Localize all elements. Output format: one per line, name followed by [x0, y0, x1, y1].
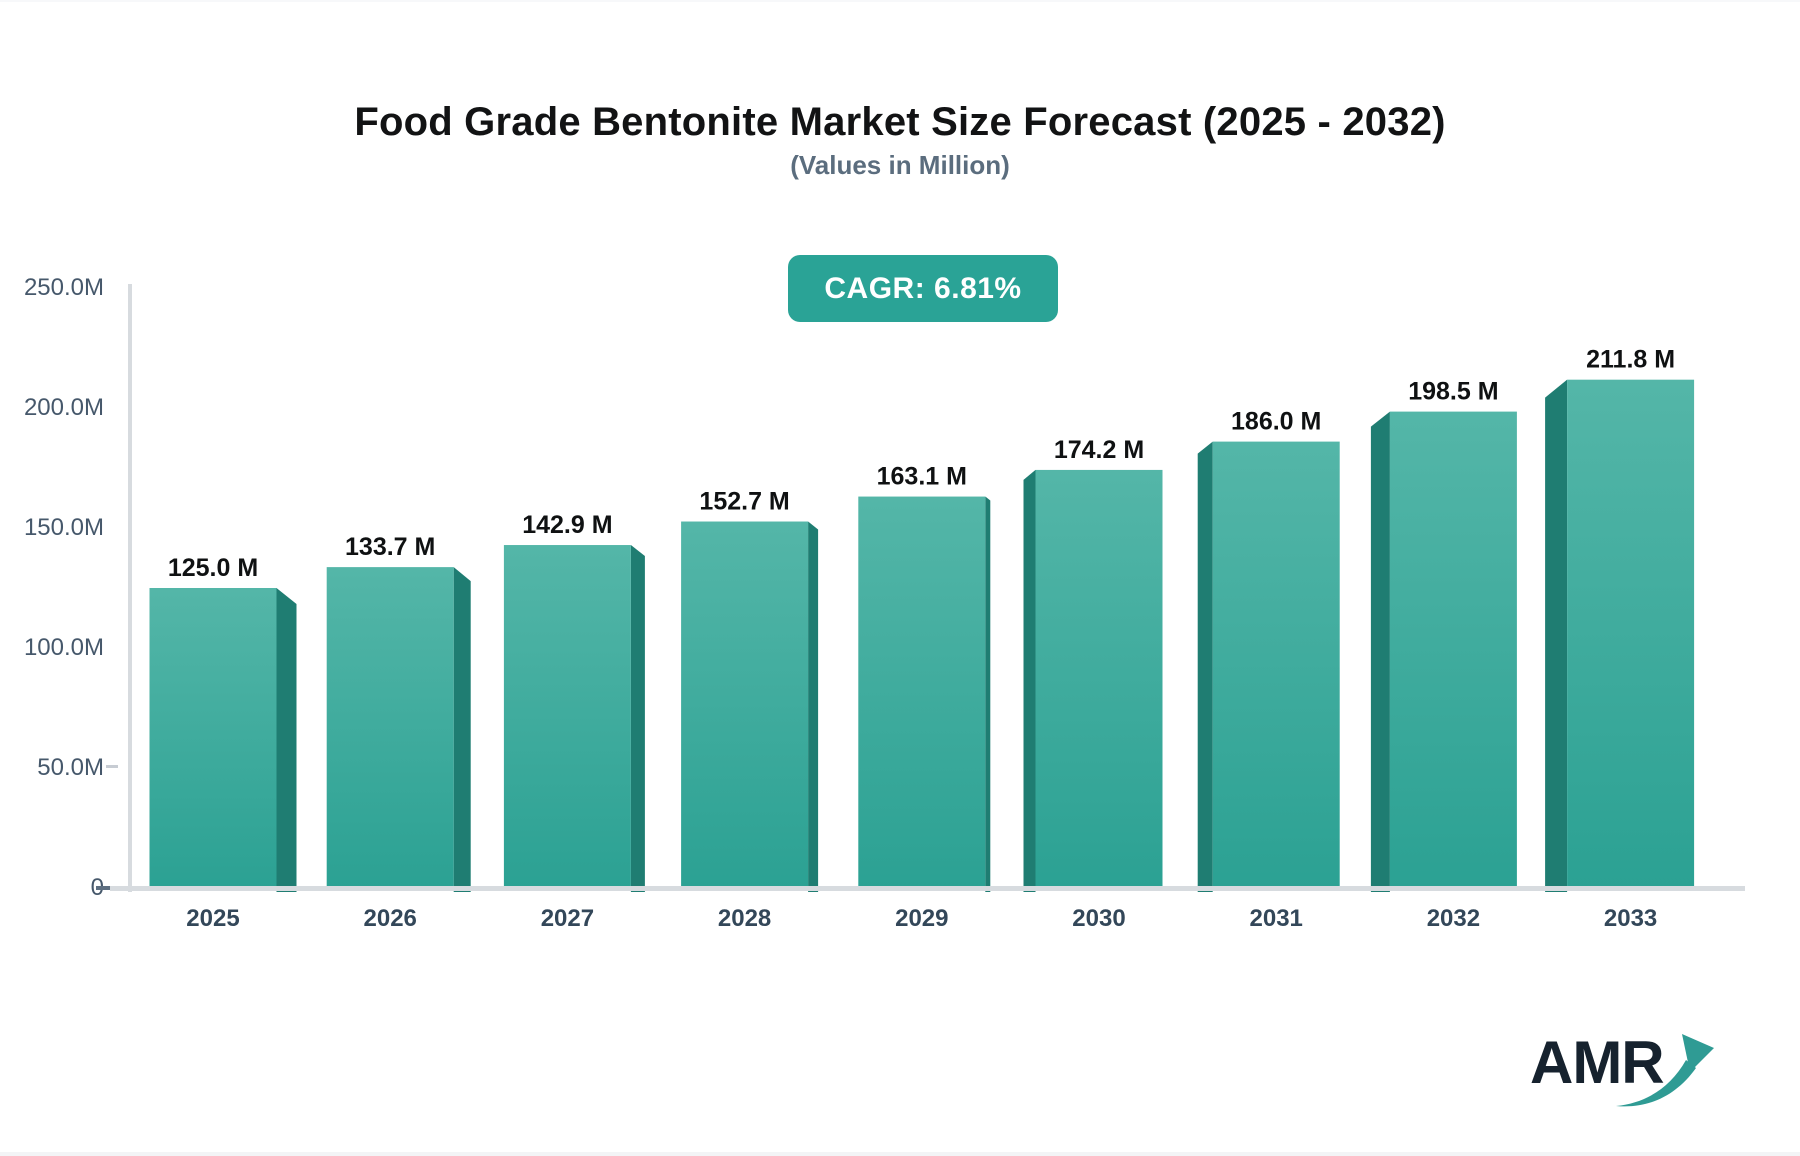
bar: [1567, 379, 1695, 890]
bar-side: [985, 496, 991, 892]
bar-value-label: 163.1 M: [877, 463, 967, 491]
y-tick-label: 250.0M: [24, 274, 104, 301]
bar-side: [1370, 411, 1390, 892]
bar-side: [453, 567, 471, 892]
bar-value-label: 152.7 M: [699, 488, 789, 516]
x-tick-label: 2026: [364, 905, 417, 932]
bar: [326, 567, 454, 890]
y-tick-label: 200.0M: [24, 394, 104, 421]
bar-side: [1023, 469, 1036, 892]
amr-logo: AMR: [1500, 1018, 1730, 1113]
bar: [681, 521, 809, 890]
bar: [149, 588, 277, 890]
y-tick-label: 50.0M: [37, 754, 104, 781]
x-tick-label: 2029: [895, 905, 948, 932]
bar: [858, 496, 986, 890]
chart-title: Food Grade Bentonite Market Size Forecas…: [354, 100, 1446, 144]
cagr-badge-label: CAGR: 6.81%: [824, 271, 1022, 305]
cagr-badge: CAGR: 6.81%: [788, 255, 1058, 322]
x-tick-label: 2031: [1250, 905, 1303, 932]
x-tick-label: 2027: [541, 905, 594, 932]
bar-value-label: 174.2 M: [1054, 436, 1144, 464]
x-tick-label: 2028: [718, 905, 771, 932]
bar-side: [630, 545, 645, 892]
bar-value-label: 133.7 M: [345, 533, 435, 561]
bar-value-label: 125.0 M: [168, 554, 258, 582]
bar: [503, 545, 631, 890]
zero-tick-dash: [96, 886, 118, 890]
amr-logo-text: AMR: [1530, 1029, 1665, 1096]
y-tick-dash: [106, 765, 118, 768]
x-tick-label: 2030: [1072, 905, 1125, 932]
bar-value-label: 142.9 M: [522, 511, 612, 539]
bar-value-label: 198.5 M: [1408, 378, 1498, 406]
y-tick-label: 150.0M: [24, 514, 104, 541]
chart-subtitle: (Values in Million): [790, 150, 1010, 180]
y-axis-line: [128, 284, 132, 892]
x-tick-label: 2025: [186, 905, 239, 932]
x-axis-line: [110, 886, 1745, 891]
growth-arrow-icon: [1616, 1034, 1714, 1107]
bar-side: [1545, 379, 1568, 892]
bar-value-label: 186.0 M: [1231, 408, 1321, 436]
bar: [1389, 411, 1517, 890]
bar-side: [276, 588, 297, 892]
bar: [1035, 469, 1163, 890]
bar-side: [1197, 441, 1213, 892]
bar-value-label: 211.8 M: [1586, 346, 1675, 374]
y-tick-label: 100.0M: [24, 634, 104, 661]
bottom-edge-strip: [0, 1152, 1800, 1156]
x-tick-label: 2033: [1604, 905, 1657, 932]
top-edge-strip: [0, 0, 1800, 2]
bar-side: [808, 521, 819, 892]
x-tick-label: 2032: [1427, 905, 1480, 932]
bar: [1212, 441, 1340, 890]
